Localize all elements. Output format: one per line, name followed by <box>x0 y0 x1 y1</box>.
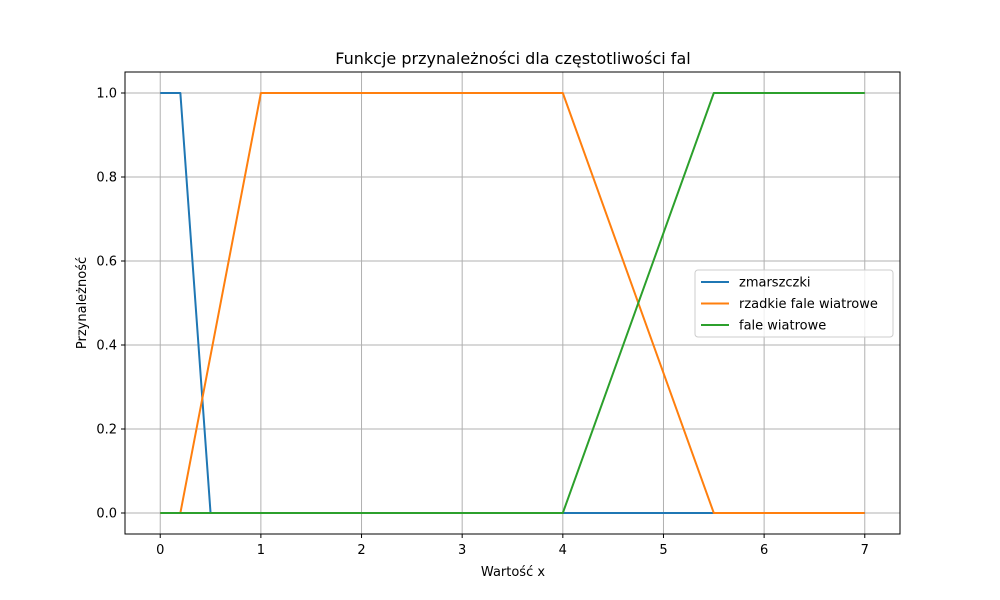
legend-box <box>694 269 894 338</box>
y-tick-label: 0.8 <box>96 171 117 186</box>
plot-frame <box>124 71 901 535</box>
y-tick-label: 0.2 <box>96 423 117 438</box>
y-tick-label: 0.0 <box>96 507 117 522</box>
x-tick-label: 6 <box>760 543 768 558</box>
legend-label: zmarszczki <box>739 276 811 291</box>
series-line-3 <box>160 92 865 514</box>
x-tick-label: 1 <box>257 543 265 558</box>
y-axis-label: Przynależność <box>75 257 90 349</box>
legend: zmarszczki rzadkie fale wiatrowe fale wiat… <box>694 269 894 338</box>
y-tick-label: 0.6 <box>96 255 117 270</box>
y-tick-label: 1.0 <box>96 87 117 102</box>
x-axis-ticks: 0 1 2 3 4 5 6 7 <box>156 534 869 558</box>
chart-title: Funkcje przynależności dla częstotliwośc… <box>335 49 690 68</box>
x-tick-label: 3 <box>458 543 466 558</box>
legend-label: rzadkie fale wiatrowe <box>739 297 878 312</box>
x-tick-label: 0 <box>156 543 164 558</box>
x-tick-label: 7 <box>861 543 869 558</box>
x-tick-label: 2 <box>357 543 365 558</box>
x-tick-label: 4 <box>559 543 567 558</box>
y-tick-label: 0.4 <box>96 339 117 354</box>
legend-label: fale wiatrowe <box>739 319 826 334</box>
x-axis-label: Wartość x <box>481 565 545 580</box>
series-lines <box>160 92 865 514</box>
x-tick-label: 5 <box>659 543 667 558</box>
y-axis-ticks: 0.0 0.2 0.4 0.6 0.8 1.0 <box>96 87 125 522</box>
